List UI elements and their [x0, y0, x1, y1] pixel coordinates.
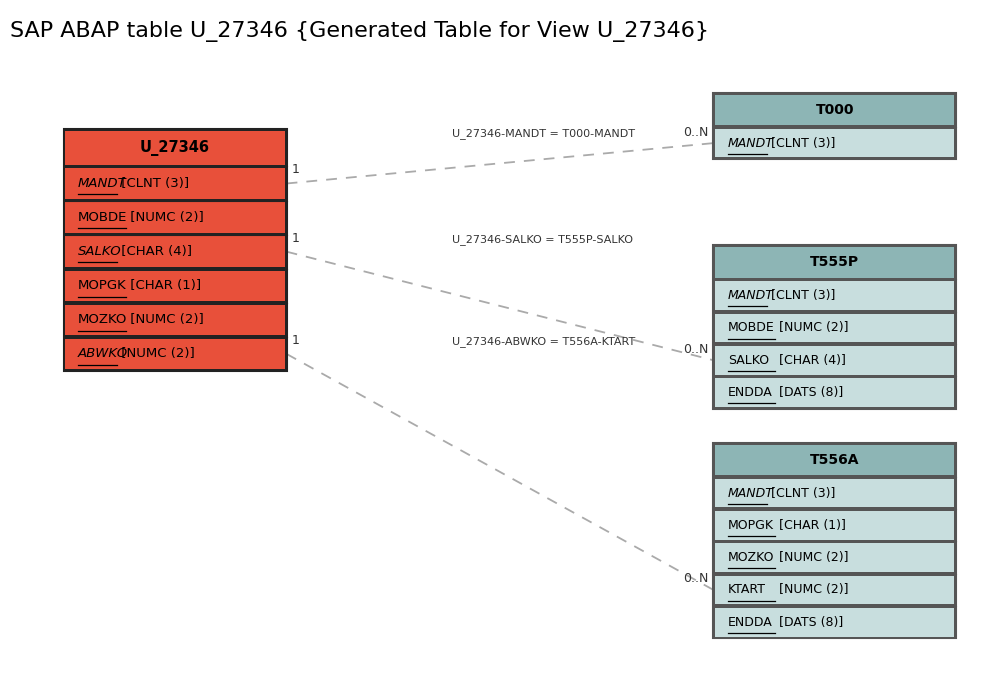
Text: [CHAR (1)]: [CHAR (1)]: [775, 519, 846, 532]
Text: [CHAR (4)]: [CHAR (4)]: [775, 354, 846, 367]
Bar: [715, 129, 954, 158]
Bar: [715, 378, 954, 407]
Text: MOZKO: MOZKO: [728, 551, 774, 564]
Text: [NUMC (2)]: [NUMC (2)]: [775, 583, 849, 596]
Bar: [715, 608, 954, 636]
Text: [CHAR (4)]: [CHAR (4)]: [117, 245, 192, 258]
Bar: [65, 339, 285, 369]
Text: MOPGK: MOPGK: [78, 279, 127, 293]
Text: [NUMC (2)]: [NUMC (2)]: [775, 321, 849, 335]
Text: 1: 1: [291, 334, 299, 346]
Bar: [715, 247, 954, 278]
Bar: [715, 511, 954, 540]
Bar: [65, 270, 285, 301]
Bar: [65, 237, 285, 267]
Bar: [715, 94, 954, 125]
Bar: [715, 543, 954, 572]
Bar: [64, 129, 287, 371]
Text: ABWKO: ABWKO: [78, 347, 128, 360]
Text: ENDDA: ENDDA: [728, 386, 773, 399]
Text: [CLNT (3)]: [CLNT (3)]: [117, 177, 189, 190]
Bar: [65, 168, 285, 199]
Text: MOPGK: MOPGK: [728, 519, 774, 532]
Text: MOZKO: MOZKO: [78, 314, 127, 326]
Bar: [715, 444, 954, 475]
Text: 0..N: 0..N: [683, 125, 709, 139]
Text: SAP ABAP table U_27346 {Generated Table for View U_27346}: SAP ABAP table U_27346 {Generated Table …: [10, 21, 709, 42]
Text: [NUMC (2)]: [NUMC (2)]: [126, 211, 203, 224]
Text: T556A: T556A: [810, 453, 859, 467]
Text: [CLNT (3)]: [CLNT (3)]: [767, 289, 835, 302]
Bar: [713, 93, 956, 160]
Text: [DATS (8)]: [DATS (8)]: [775, 616, 844, 629]
Text: U_27346-MANDT = T000-MANDT: U_27346-MANDT = T000-MANDT: [452, 127, 635, 139]
Text: [CLNT (3)]: [CLNT (3)]: [767, 136, 835, 150]
Text: 1: 1: [291, 163, 299, 176]
Text: MOBDE: MOBDE: [728, 321, 775, 335]
Text: T000: T000: [815, 103, 854, 117]
Text: [CHAR (1)]: [CHAR (1)]: [126, 279, 201, 293]
Bar: [65, 304, 285, 335]
Text: SALKO: SALKO: [78, 245, 122, 258]
Bar: [715, 281, 954, 310]
Text: MANDT: MANDT: [78, 177, 127, 190]
Text: MANDT: MANDT: [728, 136, 774, 150]
Bar: [715, 575, 954, 604]
Text: [NUMC (2)]: [NUMC (2)]: [775, 551, 849, 564]
Bar: [65, 131, 285, 164]
Text: MANDT: MANDT: [728, 486, 774, 500]
Bar: [65, 202, 285, 233]
Text: [DATS (8)]: [DATS (8)]: [775, 386, 844, 399]
Text: U_27346: U_27346: [140, 139, 210, 155]
Text: KTART: KTART: [728, 583, 766, 596]
Bar: [713, 443, 956, 638]
Text: U_27346-SALKO = T555P-SALKO: U_27346-SALKO = T555P-SALKO: [452, 234, 633, 244]
Text: SALKO: SALKO: [728, 354, 769, 367]
Text: ENDDA: ENDDA: [728, 616, 773, 629]
Bar: [715, 314, 954, 342]
Text: MOBDE: MOBDE: [78, 211, 127, 224]
Text: MANDT: MANDT: [728, 289, 774, 302]
Text: 0..N: 0..N: [683, 573, 709, 585]
Text: U_27346-ABWKO = T556A-KTART: U_27346-ABWKO = T556A-KTART: [452, 336, 635, 346]
Text: T555P: T555P: [810, 256, 859, 270]
Text: [NUMC (2)]: [NUMC (2)]: [126, 314, 203, 326]
Bar: [715, 479, 954, 507]
Text: [CLNT (3)]: [CLNT (3)]: [767, 486, 835, 500]
Text: 1: 1: [291, 232, 299, 244]
Bar: [713, 246, 956, 409]
Text: [NUMC (2)]: [NUMC (2)]: [117, 347, 195, 360]
Bar: [715, 346, 954, 375]
Text: 0..N: 0..N: [683, 343, 709, 356]
